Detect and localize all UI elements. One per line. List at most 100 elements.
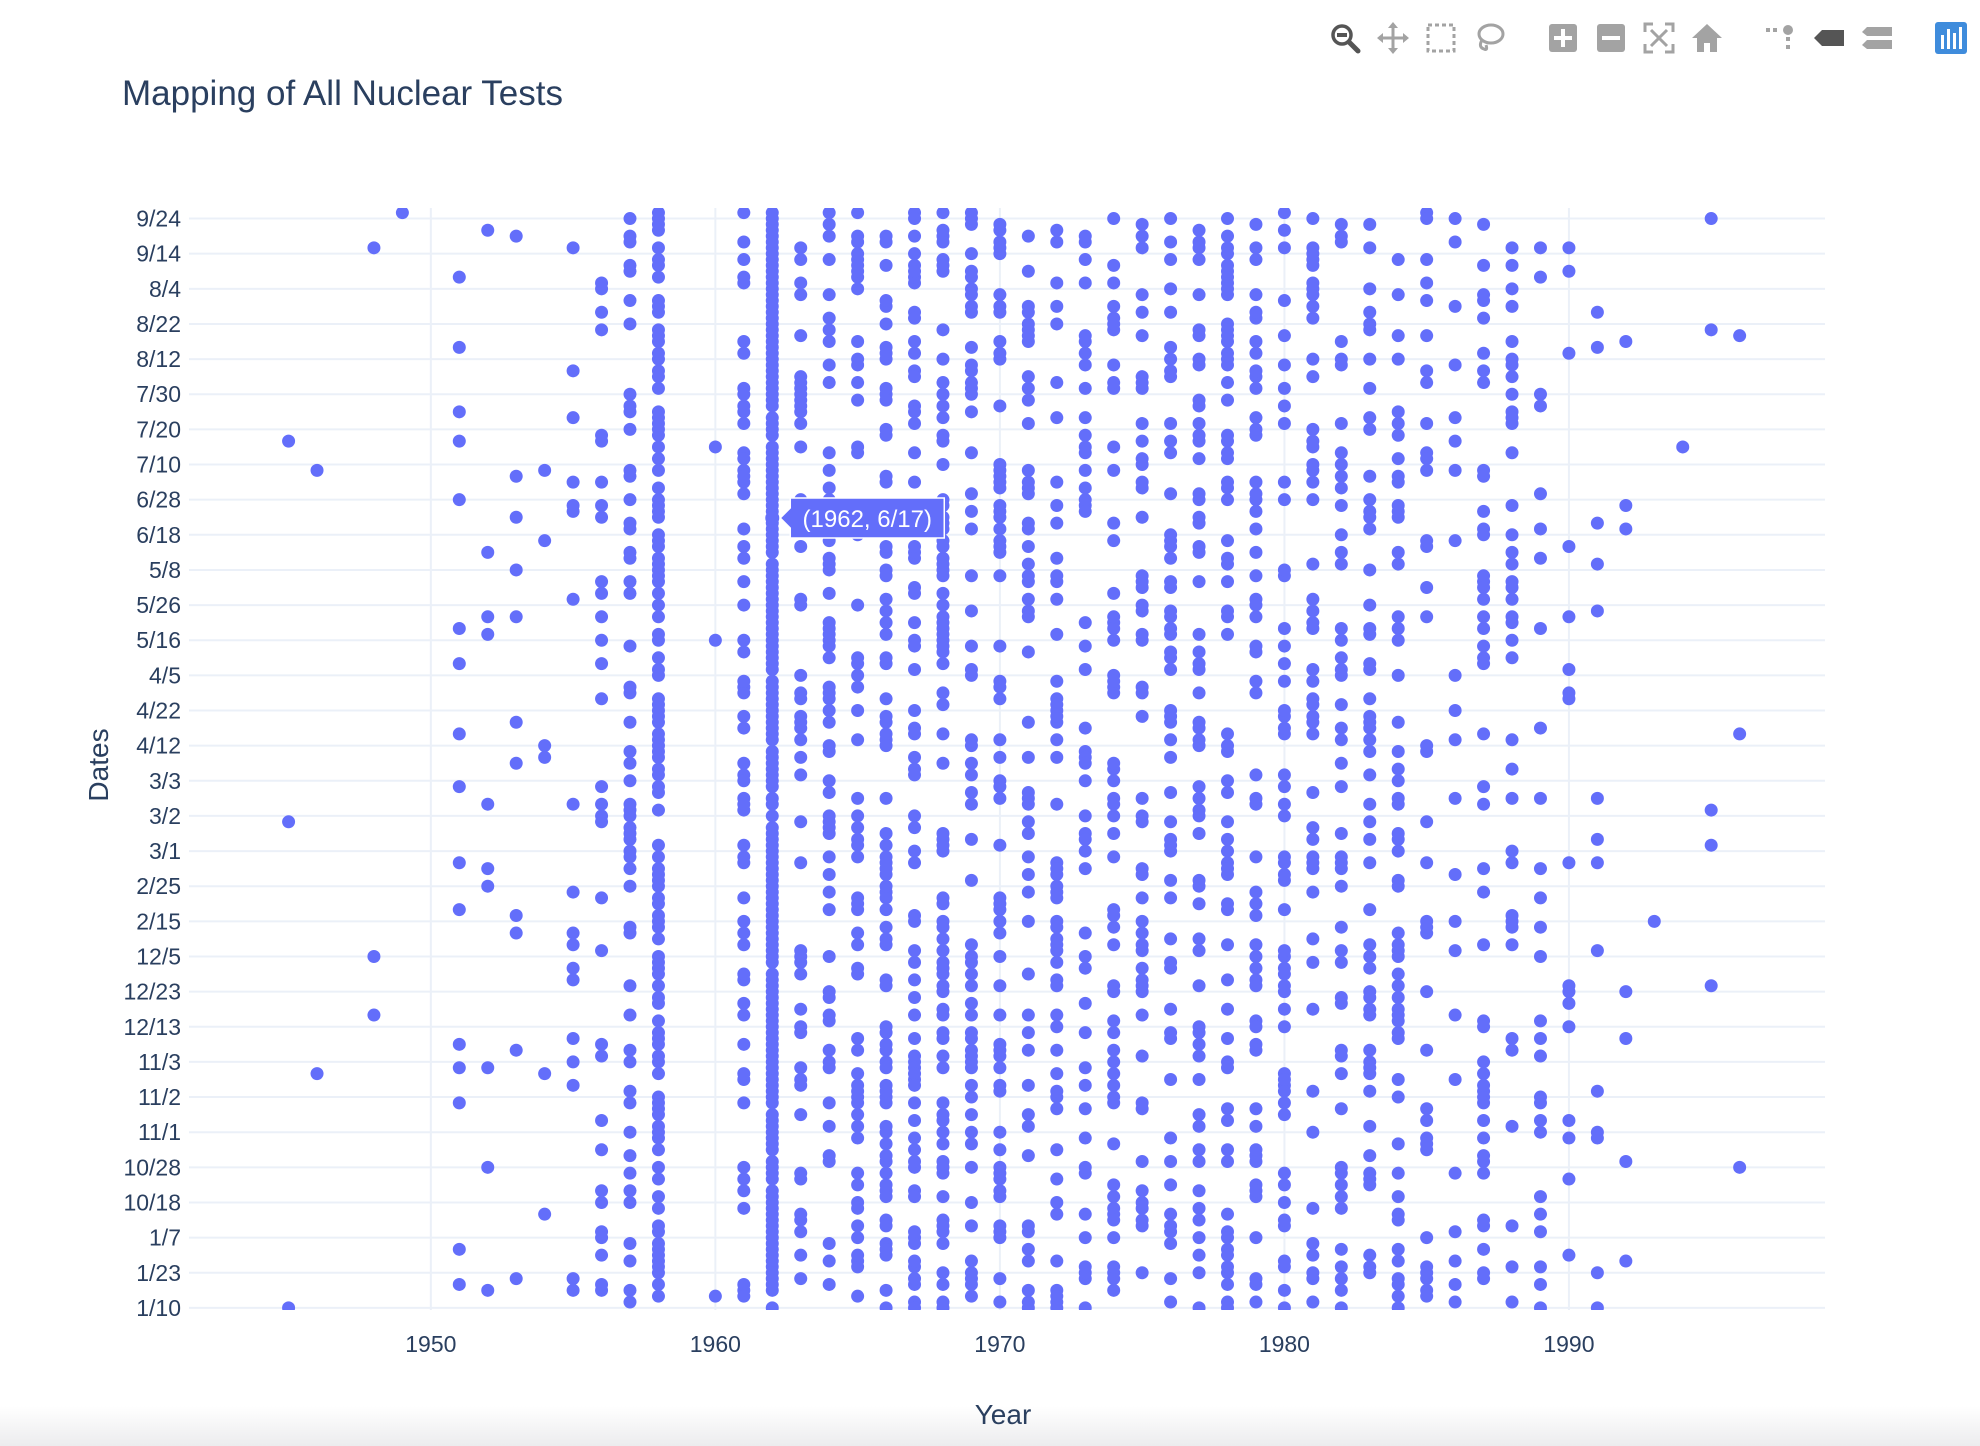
data-point[interactable] (879, 381, 893, 395)
data-point[interactable] (623, 639, 637, 653)
data-point[interactable] (623, 826, 637, 840)
data-point[interactable] (936, 434, 950, 448)
data-point[interactable] (879, 393, 893, 407)
pan-button[interactable] (1374, 19, 1412, 57)
data-point[interactable] (1363, 832, 1377, 846)
data-point[interactable] (993, 1272, 1007, 1286)
data-point[interactable] (1505, 610, 1519, 624)
data-point[interactable] (509, 908, 523, 922)
data-point[interactable] (908, 908, 922, 922)
zoom-button[interactable] (1326, 19, 1364, 57)
data-point[interactable] (1505, 1219, 1519, 1233)
data-point[interactable] (1562, 686, 1576, 700)
data-point[interactable] (1505, 1260, 1519, 1274)
data-point[interactable] (623, 920, 637, 934)
data-point[interactable] (1306, 557, 1320, 571)
data-point[interactable] (1391, 1002, 1405, 1016)
data-point[interactable] (1192, 944, 1206, 958)
data-point[interactable] (908, 663, 922, 677)
data-point[interactable] (595, 575, 609, 589)
data-point[interactable] (936, 1154, 950, 1168)
data-point[interactable] (1477, 1266, 1491, 1280)
data-point[interactable] (1135, 1266, 1149, 1280)
data-point[interactable] (395, 206, 409, 220)
data-point[interactable] (1021, 229, 1035, 243)
data-point[interactable] (1107, 633, 1121, 647)
data-point[interactable] (737, 206, 751, 220)
data-point[interactable] (1135, 686, 1149, 700)
data-point[interactable] (1221, 1207, 1235, 1221)
data-point[interactable] (1021, 850, 1035, 864)
data-point[interactable] (1533, 1207, 1547, 1221)
data-point[interactable] (1420, 815, 1434, 829)
data-point[interactable] (794, 1002, 808, 1016)
data-point[interactable] (1192, 791, 1206, 805)
data-point[interactable] (1050, 932, 1064, 946)
data-point[interactable] (1334, 446, 1348, 460)
data-point[interactable] (1562, 1113, 1576, 1127)
data-point[interactable] (1448, 733, 1462, 747)
data-point[interactable] (851, 926, 865, 940)
data-point[interactable] (452, 493, 466, 507)
data-point[interactable] (1164, 282, 1178, 296)
data-point[interactable] (1192, 1231, 1206, 1245)
data-point[interactable] (1391, 1072, 1405, 1086)
data-point[interactable] (1135, 604, 1149, 618)
data-point[interactable] (1420, 610, 1434, 624)
data-point[interactable] (765, 1195, 779, 1209)
data-point[interactable] (1306, 1248, 1320, 1262)
data-point[interactable] (851, 1119, 865, 1133)
data-point[interactable] (1135, 376, 1149, 390)
data-point[interactable] (1021, 569, 1035, 583)
data-point[interactable] (765, 938, 779, 952)
data-point[interactable] (851, 206, 865, 220)
data-point[interactable] (964, 1125, 978, 1139)
data-point[interactable] (1306, 493, 1320, 507)
data-point[interactable] (1334, 1102, 1348, 1116)
data-point[interactable] (651, 481, 665, 495)
data-point[interactable] (737, 1160, 751, 1174)
data-point[interactable] (1221, 815, 1235, 829)
data-point[interactable] (1021, 645, 1035, 659)
data-point[interactable] (1221, 774, 1235, 788)
data-point[interactable] (1363, 709, 1377, 723)
data-point[interactable] (879, 739, 893, 753)
data-point[interactable] (623, 1008, 637, 1022)
data-point[interactable] (566, 926, 580, 940)
data-point[interactable] (509, 756, 523, 770)
data-point[interactable] (964, 797, 978, 811)
data-point[interactable] (1363, 745, 1377, 759)
data-point[interactable] (908, 1131, 922, 1145)
data-point[interactable] (1135, 791, 1149, 805)
data-point[interactable] (1363, 938, 1377, 952)
data-point[interactable] (765, 598, 779, 612)
data-point[interactable] (1107, 1231, 1121, 1245)
data-point[interactable] (1050, 862, 1064, 876)
data-point[interactable] (1021, 329, 1035, 343)
data-point[interactable] (1192, 663, 1206, 677)
data-point[interactable] (936, 458, 950, 472)
data-point[interactable] (1277, 797, 1291, 811)
data-point[interactable] (936, 411, 950, 425)
data-point[interactable] (595, 586, 609, 600)
data-point[interactable] (1334, 944, 1348, 958)
data-point[interactable] (1249, 305, 1263, 319)
data-point[interactable] (822, 680, 836, 694)
data-point[interactable] (1221, 1301, 1235, 1314)
data-point[interactable] (1107, 826, 1121, 840)
data-point[interactable] (1050, 411, 1064, 425)
data-point[interactable] (822, 253, 836, 267)
data-point[interactable] (509, 926, 523, 940)
data-point[interactable] (651, 253, 665, 267)
data-point[interactable] (623, 1166, 637, 1180)
data-point[interactable] (936, 622, 950, 636)
data-point[interactable] (1021, 786, 1035, 800)
data-point[interactable] (1192, 253, 1206, 267)
data-point[interactable] (1249, 253, 1263, 267)
data-point[interactable] (651, 323, 665, 337)
data-point[interactable] (1221, 475, 1235, 489)
data-point[interactable] (851, 1166, 865, 1180)
data-point[interactable] (765, 276, 779, 290)
data-point[interactable] (1420, 1043, 1434, 1057)
data-point[interactable] (1277, 979, 1291, 993)
